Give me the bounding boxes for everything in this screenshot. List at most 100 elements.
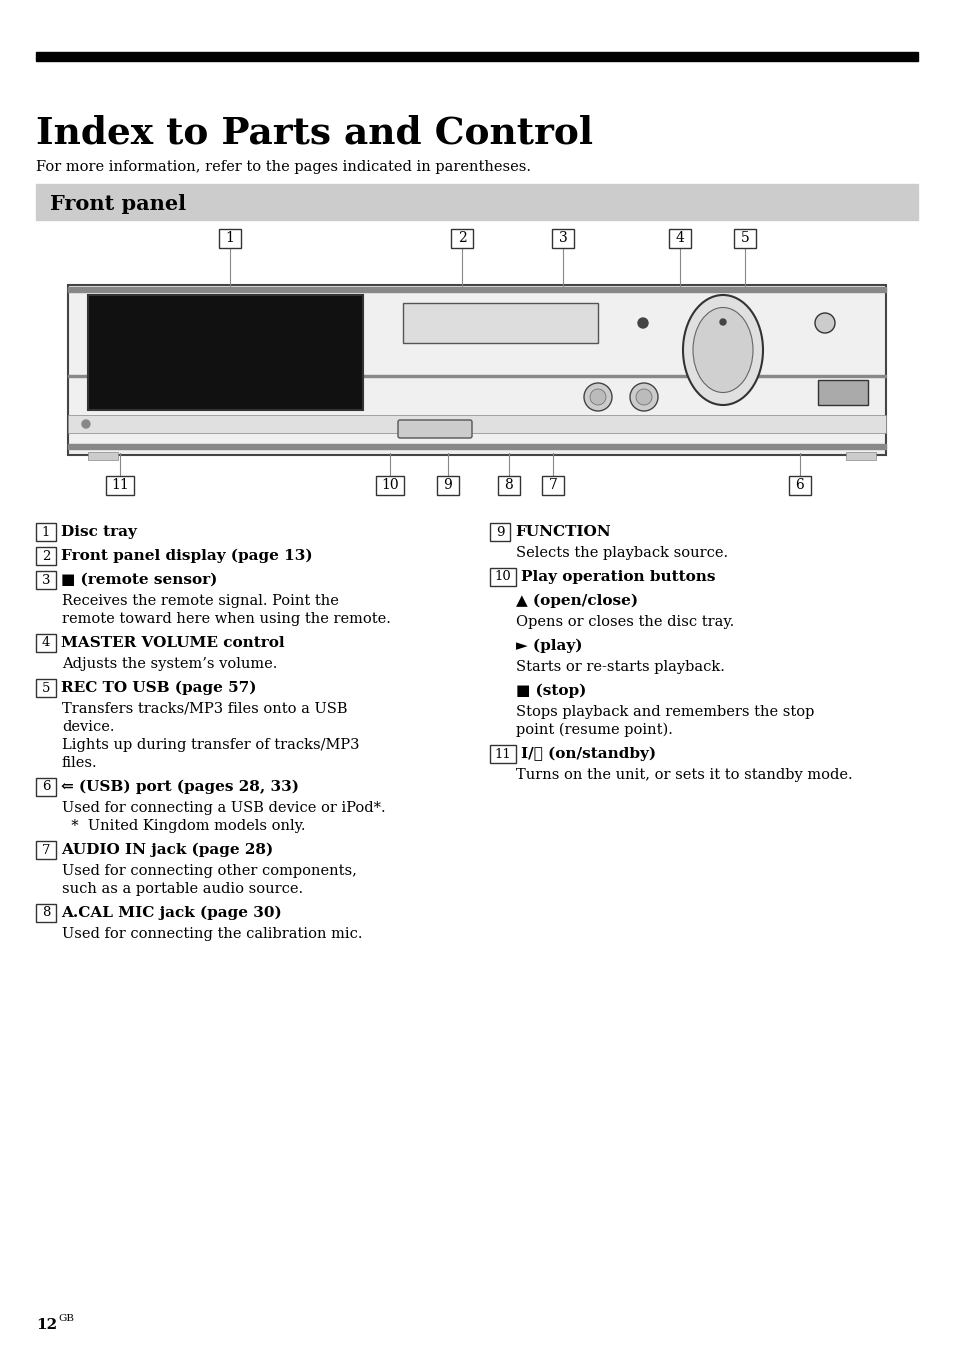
Bar xyxy=(88,452,118,460)
Bar xyxy=(36,777,56,796)
Bar xyxy=(68,375,885,377)
Text: 4: 4 xyxy=(675,231,683,245)
Text: 5: 5 xyxy=(42,681,51,695)
Text: *  United Kingdom models only.: * United Kingdom models only. xyxy=(62,819,305,833)
Text: Turns on the unit, or sets it to standby mode.: Turns on the unit, or sets it to standby… xyxy=(516,768,852,781)
Text: 3: 3 xyxy=(558,231,567,245)
Text: Front panel display (page 13): Front panel display (page 13) xyxy=(61,549,313,564)
Text: 8: 8 xyxy=(42,906,51,919)
Text: ► (play): ► (play) xyxy=(516,639,582,653)
Text: 12: 12 xyxy=(36,1318,57,1332)
Bar xyxy=(36,548,56,565)
Text: GB: GB xyxy=(58,1314,74,1324)
Text: 6: 6 xyxy=(42,780,51,794)
Text: Lights up during transfer of tracks/MP3: Lights up during transfer of tracks/MP3 xyxy=(62,738,359,752)
Bar xyxy=(106,476,133,495)
Bar xyxy=(36,679,56,698)
Text: point (resume point).: point (resume point). xyxy=(516,723,672,737)
Bar xyxy=(733,228,755,247)
Text: Used for connecting the calibration mic.: Used for connecting the calibration mic. xyxy=(62,927,362,941)
Bar xyxy=(68,287,885,292)
Bar xyxy=(375,476,403,495)
Text: 8: 8 xyxy=(504,479,513,492)
Text: Used for connecting other components,: Used for connecting other components, xyxy=(62,864,356,877)
Text: remote toward here when using the remote.: remote toward here when using the remote… xyxy=(62,612,391,626)
Text: 10: 10 xyxy=(381,479,398,492)
Bar xyxy=(451,228,473,247)
Text: REC TO USB (page 57): REC TO USB (page 57) xyxy=(61,681,256,695)
Bar xyxy=(68,443,885,449)
Text: Transfers tracks/MP3 files onto a USB: Transfers tracks/MP3 files onto a USB xyxy=(62,702,347,717)
Text: 7: 7 xyxy=(548,479,557,492)
Text: 11: 11 xyxy=(494,748,511,760)
Ellipse shape xyxy=(692,307,752,392)
Text: Play operation buttons: Play operation buttons xyxy=(520,571,715,584)
Text: A.CAL MIC jack (page 30): A.CAL MIC jack (page 30) xyxy=(61,906,281,921)
Text: 3: 3 xyxy=(42,573,51,587)
Text: For more information, refer to the pages indicated in parentheses.: For more information, refer to the pages… xyxy=(36,160,531,174)
Text: Adjusts the system’s volume.: Adjusts the system’s volume. xyxy=(62,657,277,671)
Bar xyxy=(36,904,56,922)
Bar xyxy=(36,841,56,859)
FancyBboxPatch shape xyxy=(397,420,472,438)
Circle shape xyxy=(720,319,725,324)
Text: FUNCTION: FUNCTION xyxy=(515,525,610,539)
Text: such as a portable audio source.: such as a portable audio source. xyxy=(62,882,303,896)
Bar xyxy=(845,452,875,460)
Bar xyxy=(817,380,867,406)
Text: 9: 9 xyxy=(496,526,504,538)
Text: ⇐ (USB) port (pages 28, 33): ⇐ (USB) port (pages 28, 33) xyxy=(61,780,298,795)
Text: 11: 11 xyxy=(111,479,129,492)
Bar xyxy=(68,285,885,456)
Bar xyxy=(788,476,810,495)
Bar xyxy=(490,745,516,763)
Text: 10: 10 xyxy=(494,571,511,584)
Text: ■ (remote sensor): ■ (remote sensor) xyxy=(61,573,217,587)
Bar xyxy=(552,228,574,247)
Text: 9: 9 xyxy=(443,479,452,492)
Bar xyxy=(88,295,363,410)
Bar xyxy=(668,228,690,247)
Circle shape xyxy=(583,383,612,411)
Text: Selects the playback source.: Selects the playback source. xyxy=(516,546,727,560)
Text: I/⏻ (on/standby): I/⏻ (on/standby) xyxy=(520,748,656,761)
Bar xyxy=(36,51,917,61)
Text: MASTER VOLUME control: MASTER VOLUME control xyxy=(61,635,284,650)
Text: 7: 7 xyxy=(42,844,51,857)
Text: ■ (stop): ■ (stop) xyxy=(516,684,586,699)
Text: Used for connecting a USB device or iPod*.: Used for connecting a USB device or iPod… xyxy=(62,800,385,815)
Bar xyxy=(68,415,885,433)
Text: Opens or closes the disc tray.: Opens or closes the disc tray. xyxy=(516,615,734,629)
Bar xyxy=(402,303,598,343)
Text: Starts or re-starts playback.: Starts or re-starts playback. xyxy=(516,660,724,675)
Text: Index to Parts and Control: Index to Parts and Control xyxy=(36,115,593,151)
Text: 1: 1 xyxy=(225,231,234,245)
Text: 2: 2 xyxy=(457,231,466,245)
Text: 4: 4 xyxy=(42,637,51,649)
Circle shape xyxy=(82,420,90,429)
Bar xyxy=(36,634,56,652)
Text: 1: 1 xyxy=(42,526,51,538)
Circle shape xyxy=(638,318,647,329)
Bar xyxy=(497,476,519,495)
Circle shape xyxy=(636,389,651,406)
Text: Disc tray: Disc tray xyxy=(61,525,136,539)
Text: 5: 5 xyxy=(740,231,749,245)
Text: files.: files. xyxy=(62,756,97,771)
Circle shape xyxy=(629,383,658,411)
Bar xyxy=(36,523,56,541)
Bar xyxy=(541,476,563,495)
Circle shape xyxy=(814,314,834,333)
Text: device.: device. xyxy=(62,721,114,734)
Text: ▲ (open/close): ▲ (open/close) xyxy=(516,594,638,608)
Bar xyxy=(490,523,510,541)
Bar xyxy=(36,184,917,220)
Text: AUDIO IN jack (page 28): AUDIO IN jack (page 28) xyxy=(61,844,273,857)
Text: Front panel: Front panel xyxy=(50,193,186,214)
Bar xyxy=(36,571,56,589)
Bar xyxy=(436,476,458,495)
Text: Stops playback and remembers the stop: Stops playback and remembers the stop xyxy=(516,704,814,719)
Bar xyxy=(219,228,241,247)
Ellipse shape xyxy=(682,295,762,406)
Text: 2: 2 xyxy=(42,549,51,562)
